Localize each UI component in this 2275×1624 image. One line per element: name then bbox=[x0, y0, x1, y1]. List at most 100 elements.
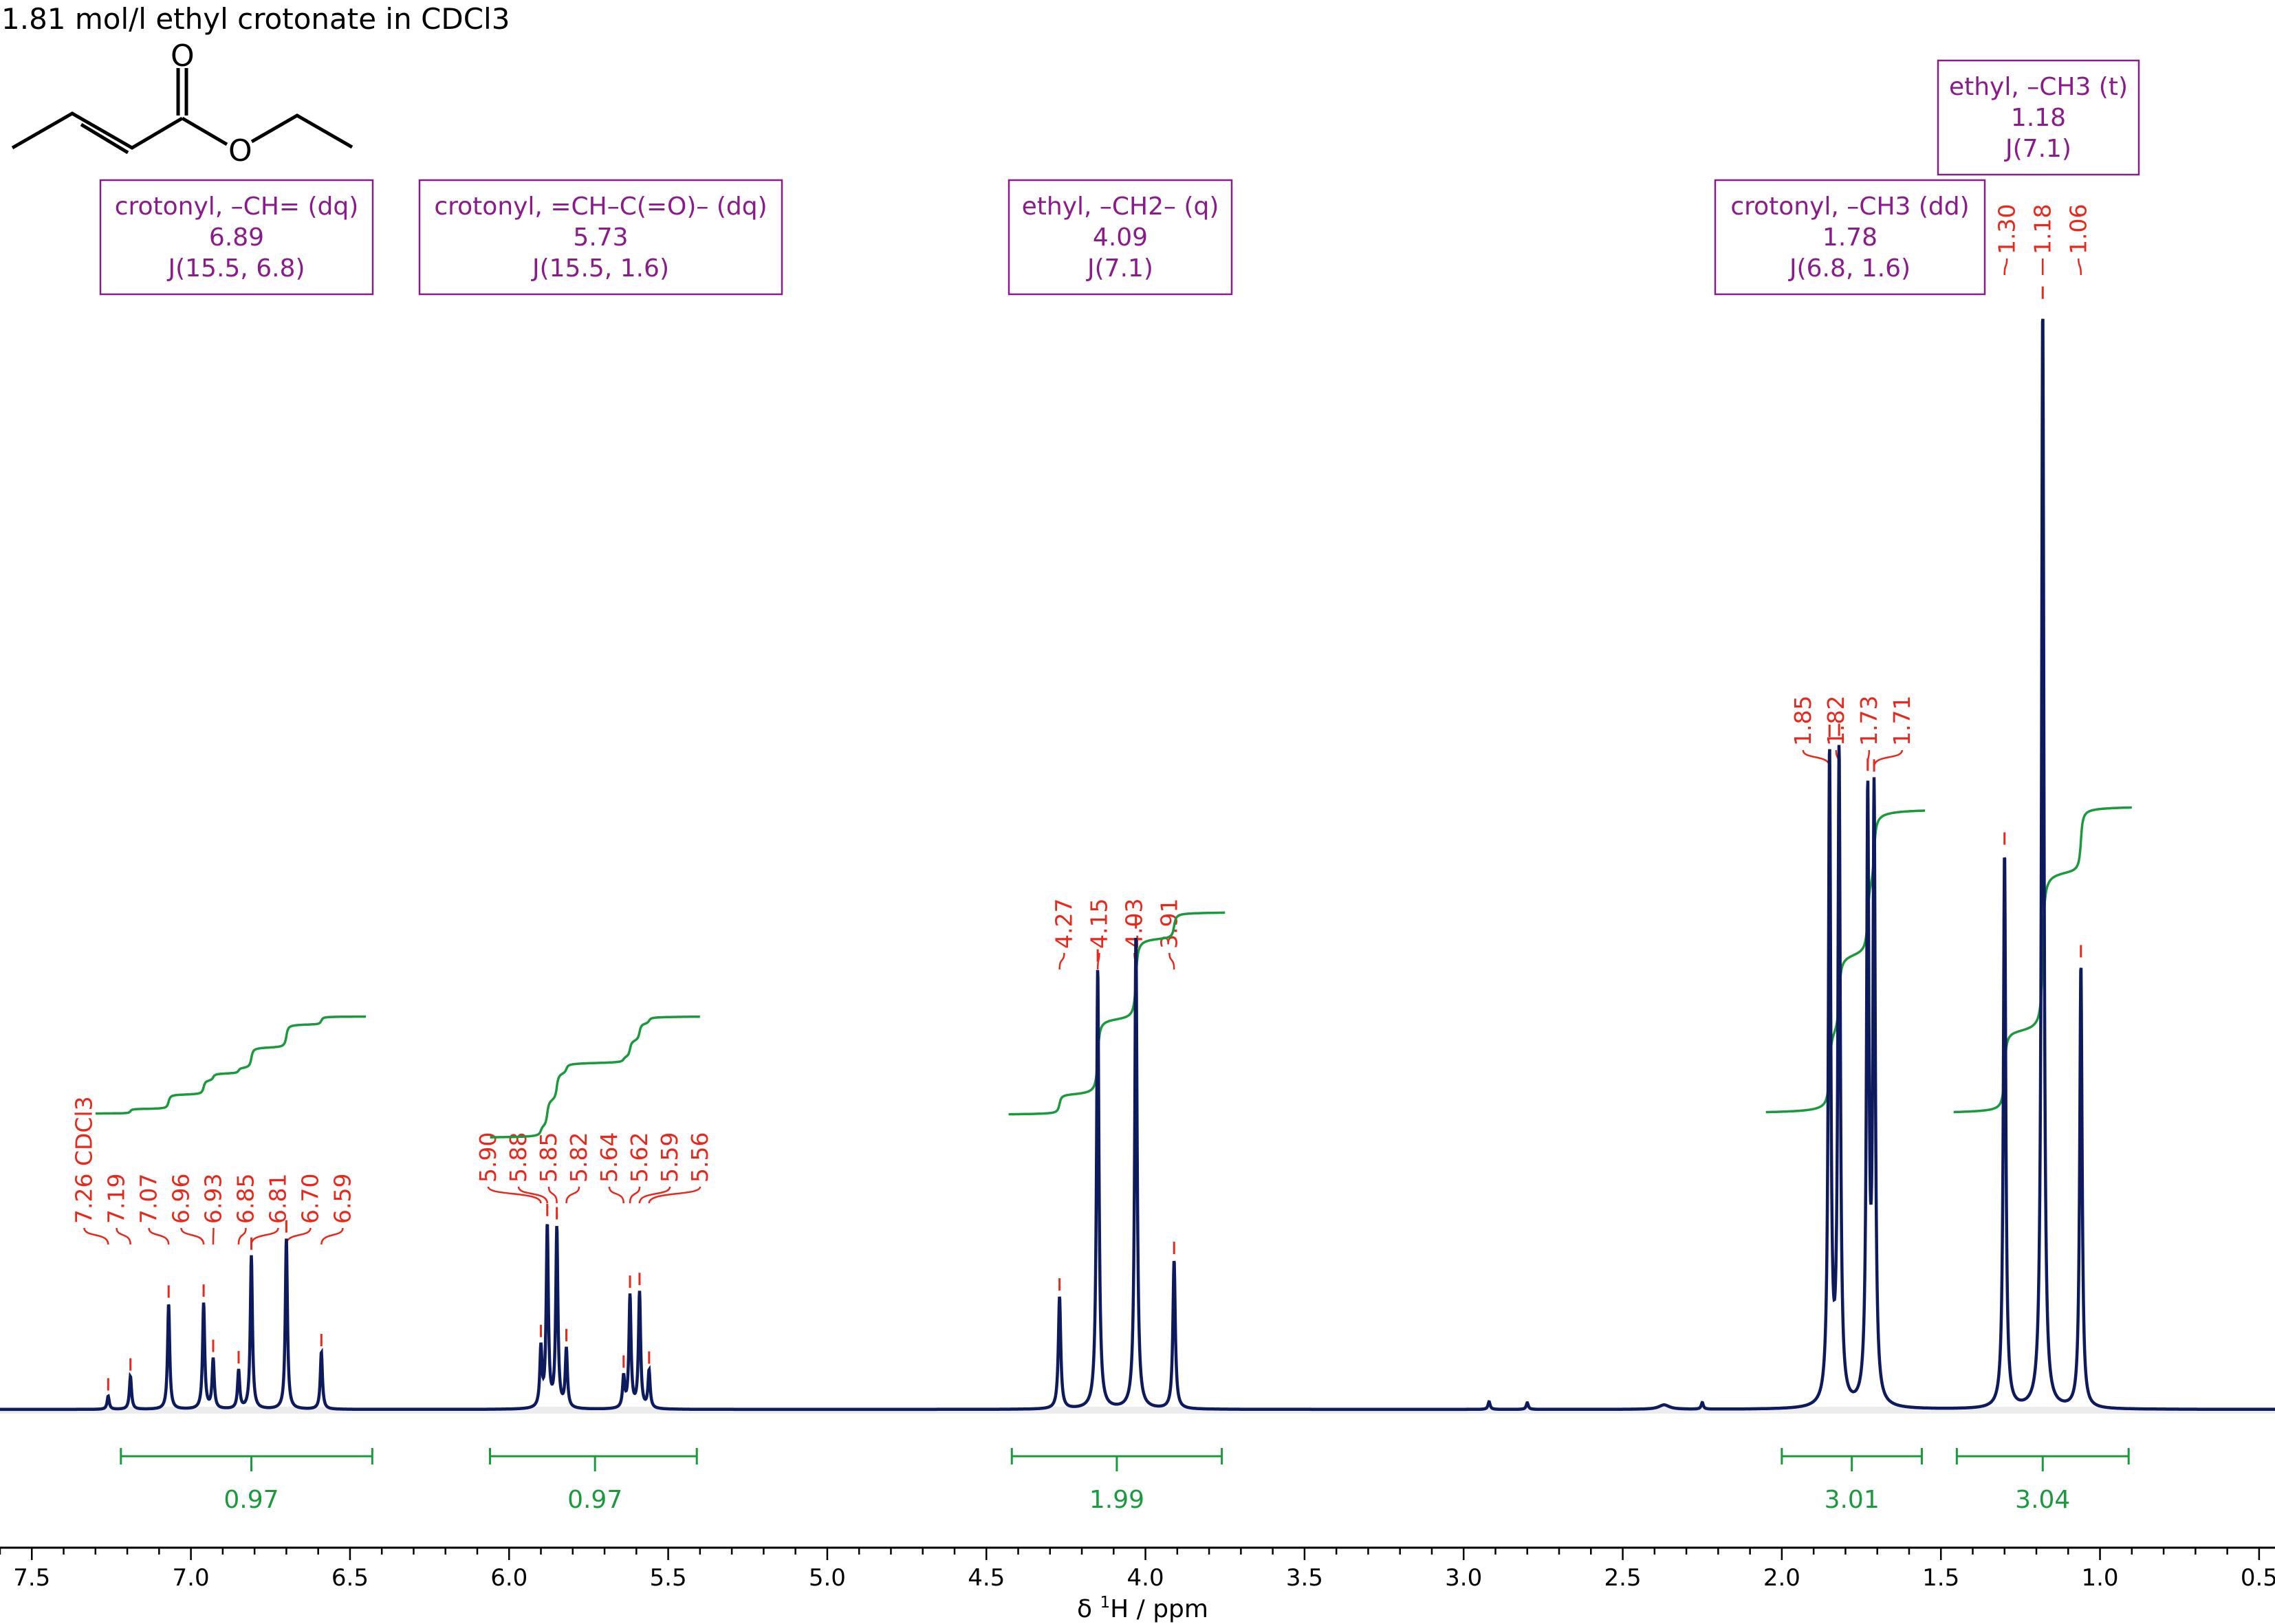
peak-label-leader bbox=[648, 1186, 701, 1204]
peak-shift-label: 6.81 bbox=[264, 1174, 291, 1224]
peak-shift-label: 1.71 bbox=[1888, 696, 1915, 746]
peak-label-leader bbox=[487, 1186, 542, 1204]
integral-value: 3.01 bbox=[1825, 1486, 1880, 1514]
integral-curves bbox=[95, 806, 2132, 1139]
multiplet-shift: 1.18 bbox=[2011, 104, 2066, 132]
multiplet-shift: 4.09 bbox=[1093, 223, 1148, 252]
peak-label-leader bbox=[565, 1186, 580, 1204]
x-tick-label: 7.5 bbox=[13, 1564, 50, 1592]
multiplet-shift: 5.73 bbox=[573, 223, 628, 252]
multiplet-name: ethyl, –CH3 (t) bbox=[1949, 73, 2128, 101]
ethyl-crotonate-structure: O O bbox=[11, 39, 353, 168]
peak-label-leader bbox=[250, 1227, 279, 1245]
structure-bonds bbox=[11, 111, 184, 150]
peak-shift-label: 6.96 bbox=[167, 1174, 194, 1224]
baseline-band bbox=[0, 1407, 2275, 1414]
multiplet-coupling: J(7.1) bbox=[1086, 254, 1153, 283]
peak-label-leader bbox=[320, 1227, 344, 1245]
peak-label-leader bbox=[83, 1227, 109, 1245]
integral-value: 3.04 bbox=[2015, 1486, 2070, 1514]
multiplet-box bbox=[1008, 179, 1233, 296]
peak-shift-label: 5.62 bbox=[626, 1132, 653, 1183]
peak-shift-label: 6.85 bbox=[232, 1174, 259, 1224]
multiplet-box bbox=[418, 179, 783, 296]
x-tick-label: 5.0 bbox=[809, 1564, 846, 1592]
chart-title: 1.81 mol/l ethyl crotonate in CDCl3 bbox=[1, 2, 510, 36]
peak-shift-label: 4.27 bbox=[1050, 899, 1077, 949]
peak-tick-marks bbox=[107, 286, 2082, 1391]
peak-label-leader bbox=[2078, 258, 2082, 276]
x-tick-label: 3.5 bbox=[1286, 1564, 1323, 1592]
multiplet-shift: 6.89 bbox=[209, 223, 264, 252]
peak-label-leader bbox=[629, 1186, 641, 1204]
x-axis-label-suffix: H / ppm bbox=[1110, 1595, 1208, 1623]
multiplet-name: crotonyl, –CH3 (dd) bbox=[1730, 193, 1969, 221]
x-tick-label: 5.5 bbox=[650, 1564, 687, 1592]
peak-shift-label: 1.18 bbox=[2029, 204, 2056, 254]
x-axis-label: δ 1H / ppm bbox=[1077, 1594, 1208, 1623]
x-tick-label: 1.5 bbox=[1922, 1564, 1959, 1592]
peak-shift-label: 5.56 bbox=[686, 1132, 713, 1183]
integral-value: 0.97 bbox=[224, 1486, 279, 1514]
multiplet-box bbox=[1714, 179, 1986, 296]
peak-shift-label: 7.07 bbox=[135, 1174, 162, 1224]
peak-shift-label: 5.59 bbox=[656, 1132, 683, 1183]
spectrum-line bbox=[0, 318, 2275, 1412]
x-tick-label: 7.0 bbox=[173, 1564, 210, 1592]
multiplet-coupling: J(7.1) bbox=[2004, 135, 2071, 163]
integral-value: 1.99 bbox=[1089, 1486, 1144, 1514]
multiplet-box bbox=[1937, 59, 2140, 176]
structure-ester-bond bbox=[181, 116, 228, 146]
x-tick-label: 2.0 bbox=[1763, 1564, 1800, 1592]
integral-brackets: 0.97 0.97 1.99 3.01 3.04 bbox=[120, 1448, 2130, 1514]
peak-label-leader bbox=[148, 1227, 170, 1245]
multiplet-name: crotonyl, =CH–C(=O)– (dq) bbox=[434, 193, 767, 221]
peak-shift-label: 5.82 bbox=[565, 1132, 592, 1183]
peak-shift-label: 7.19 bbox=[102, 1174, 129, 1224]
multiplet-coupling: J(6.8, 1.6) bbox=[1788, 254, 1911, 283]
multiplet-shift: 1.78 bbox=[1822, 223, 1877, 252]
peak-shift-label: 3.91 bbox=[1155, 899, 1182, 949]
peak-label-leader bbox=[1802, 749, 1831, 767]
multiplet-box bbox=[99, 179, 374, 296]
multiplet-name: ethyl, –CH2– (q) bbox=[1022, 193, 1219, 221]
ester-oxygen-label: O bbox=[228, 133, 252, 168]
peak-label-leader bbox=[212, 1227, 215, 1245]
peak-shift-label: 1.73 bbox=[1855, 696, 1882, 746]
peak-shift-label: 5.64 bbox=[596, 1132, 622, 1183]
peak-shift-label: 1.30 bbox=[1993, 204, 2020, 254]
integral-value: 0.97 bbox=[567, 1486, 622, 1514]
peak-shift-label: 1.06 bbox=[2065, 204, 2091, 254]
peak-shift-label: 6.70 bbox=[296, 1174, 323, 1224]
peak-label-leader bbox=[638, 1186, 671, 1204]
peak-shift-label: 6.93 bbox=[199, 1174, 226, 1224]
carbonyl-oxygen-label: O bbox=[171, 39, 195, 74]
x-tick-label: 4.5 bbox=[968, 1564, 1005, 1592]
x-tick-label: 4.0 bbox=[1127, 1564, 1164, 1592]
peak-label-leader bbox=[547, 1186, 558, 1204]
peak-shift-label: 5.90 bbox=[475, 1132, 501, 1183]
peak-shift-label: 5.88 bbox=[505, 1132, 532, 1183]
peak-label-leader bbox=[517, 1186, 549, 1204]
x-tick-label: 1.0 bbox=[2081, 1564, 2118, 1592]
structure-double-bond bbox=[80, 122, 129, 155]
x-tick-label: 6.5 bbox=[331, 1564, 369, 1592]
structure-ethyl-bonds bbox=[250, 113, 353, 149]
peak-shift-label: 4.15 bbox=[1085, 899, 1112, 949]
x-tick-label: 0.5 bbox=[2241, 1564, 2275, 1592]
multiplet-coupling: J(15.5, 1.6) bbox=[531, 254, 669, 283]
multiplet-name: crotonyl, –CH= (dq) bbox=[115, 193, 359, 221]
peak-label-leader bbox=[1873, 749, 1904, 767]
multiplet-coupling: J(15.5, 6.8) bbox=[166, 254, 305, 283]
x-axis: 7.5 7.0 6.5 6.0 5.5 5.0 4.5 4.0 3.5 3.0 2.5 2.0 1.5 1… bbox=[0, 1546, 2275, 1592]
peak-shift-label: 5.85 bbox=[535, 1132, 562, 1183]
x-tick-label: 6.0 bbox=[490, 1564, 527, 1592]
peak-shift-label: 6.59 bbox=[329, 1174, 356, 1224]
peak-label-leader bbox=[608, 1186, 625, 1204]
peak-label-leader bbox=[237, 1227, 247, 1245]
peak-shift-label: 1.85 bbox=[1789, 696, 1816, 746]
x-axis-label-superscript: 1 bbox=[1100, 1594, 1110, 1612]
peak-label-leader bbox=[180, 1227, 205, 1245]
peak-label-leader bbox=[2003, 258, 2008, 276]
